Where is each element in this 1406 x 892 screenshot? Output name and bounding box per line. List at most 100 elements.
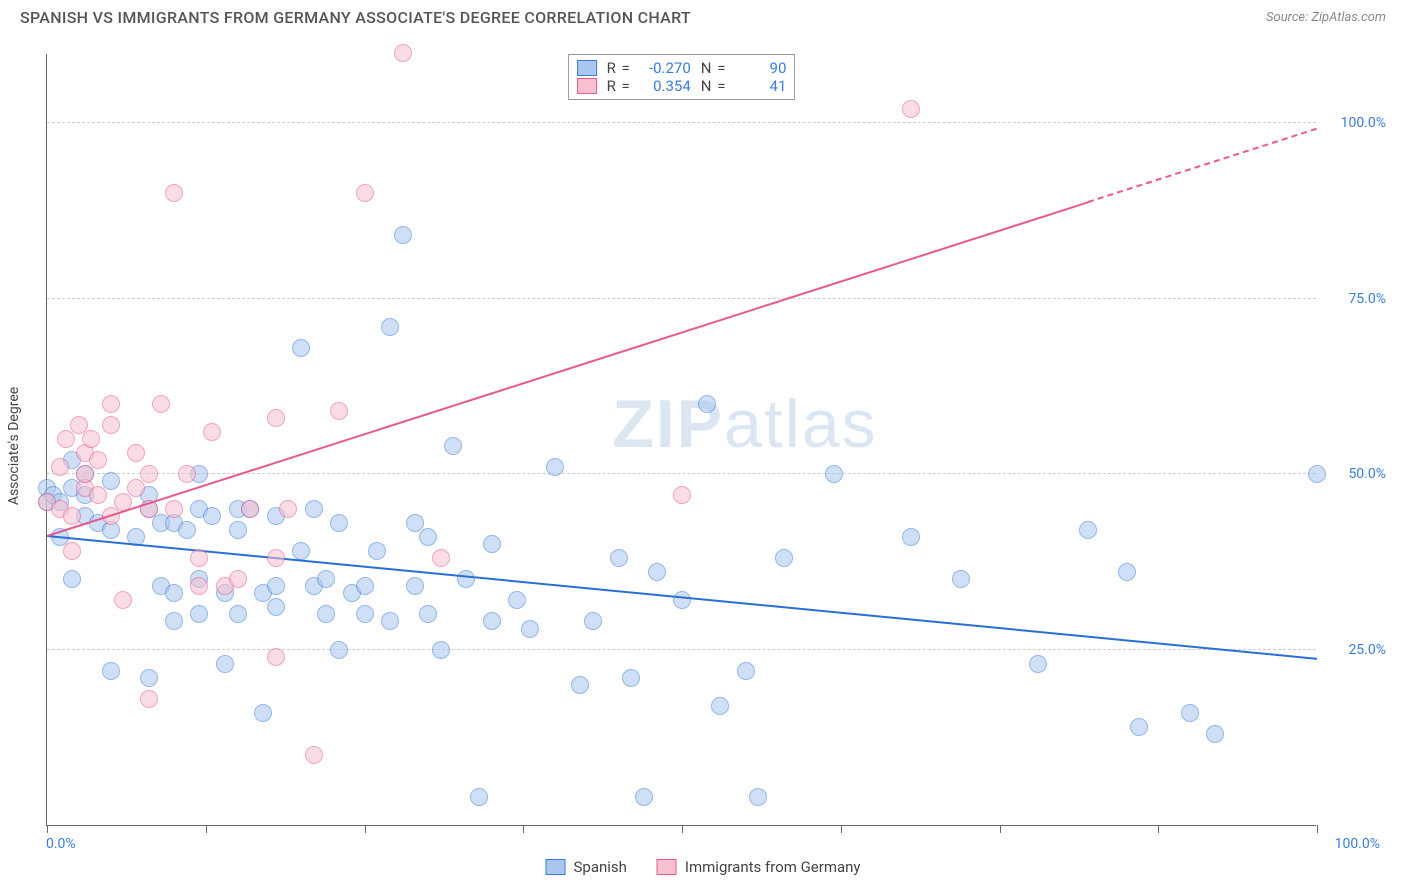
- data-point: [305, 746, 323, 764]
- n-value: 90: [736, 59, 786, 77]
- data-point: [483, 535, 501, 553]
- gridline: [47, 122, 1316, 123]
- data-point: [622, 669, 640, 687]
- data-point: [267, 577, 285, 595]
- data-point: [775, 549, 793, 567]
- chart-title: SPANISH VS IMMIGRANTS FROM GERMANY ASSOC…: [20, 8, 691, 27]
- data-point: [546, 458, 564, 476]
- x-axis-min-label: 0.0%: [46, 836, 76, 852]
- data-point: [1206, 725, 1224, 743]
- data-point: [165, 612, 183, 630]
- data-point: [381, 318, 399, 336]
- x-tick: [1317, 825, 1318, 833]
- data-point: [127, 444, 145, 462]
- data-point: [140, 669, 158, 687]
- data-point: [584, 612, 602, 630]
- data-point: [165, 500, 183, 518]
- data-point: [317, 605, 335, 623]
- data-point: [267, 598, 285, 616]
- series-legend: Spanish Immigrants from Germany: [545, 858, 860, 876]
- data-point: [457, 570, 475, 588]
- x-tick: [841, 825, 842, 833]
- x-tick: [682, 825, 683, 833]
- data-point: [673, 591, 691, 609]
- data-point: [356, 577, 374, 595]
- x-axis-max-label: 100.0%: [1335, 836, 1380, 852]
- data-point: [1118, 563, 1136, 581]
- data-point: [356, 605, 374, 623]
- data-point: [1079, 521, 1097, 539]
- data-point: [229, 570, 247, 588]
- data-point: [419, 528, 437, 546]
- correlation-stats-box: R =-0.270N =90R =0.354N =41: [568, 54, 796, 100]
- data-point: [952, 570, 970, 588]
- data-point: [571, 676, 589, 694]
- data-point: [394, 226, 412, 244]
- watermark: ZIPatlas: [612, 385, 877, 463]
- data-point: [635, 788, 653, 806]
- n-value: 41: [736, 77, 786, 95]
- stats-row: R =0.354N =41: [577, 77, 787, 95]
- data-point: [317, 570, 335, 588]
- data-point: [521, 620, 539, 638]
- r-value: 0.354: [641, 77, 691, 95]
- data-point: [432, 641, 450, 659]
- data-point: [63, 542, 81, 560]
- x-tick: [206, 825, 207, 833]
- r-label: R =: [607, 59, 631, 77]
- data-point: [292, 339, 310, 357]
- data-point: [216, 655, 234, 673]
- data-point: [241, 500, 259, 518]
- data-point: [406, 577, 424, 595]
- data-point: [102, 472, 120, 490]
- data-point: [140, 690, 158, 708]
- data-point: [63, 570, 81, 588]
- data-point: [267, 549, 285, 567]
- data-point: [483, 612, 501, 630]
- data-point: [470, 788, 488, 806]
- trend-line: [1088, 128, 1317, 203]
- data-point: [89, 451, 107, 469]
- data-point: [89, 486, 107, 504]
- legend-swatch: [577, 78, 597, 94]
- data-point: [229, 521, 247, 539]
- data-point: [229, 605, 247, 623]
- legend-swatch: [657, 859, 677, 875]
- r-label: R =: [607, 77, 631, 95]
- data-point: [1308, 465, 1326, 483]
- data-point: [1029, 655, 1047, 673]
- data-point: [825, 465, 843, 483]
- data-point: [749, 788, 767, 806]
- data-point: [76, 465, 94, 483]
- data-point: [394, 44, 412, 62]
- legend-label: Spanish: [573, 858, 626, 876]
- legend-item: Immigrants from Germany: [657, 858, 861, 876]
- data-point: [508, 591, 526, 609]
- y-tick-label: 25.0%: [1326, 642, 1386, 658]
- data-point: [648, 563, 666, 581]
- data-point: [737, 662, 755, 680]
- x-tick: [1000, 825, 1001, 833]
- data-point: [432, 549, 450, 567]
- data-point: [203, 507, 221, 525]
- data-point: [51, 458, 69, 476]
- data-point: [330, 641, 348, 659]
- data-point: [419, 605, 437, 623]
- data-point: [102, 416, 120, 434]
- data-point: [178, 521, 196, 539]
- data-point: [63, 507, 81, 525]
- data-point: [368, 542, 386, 560]
- x-tick: [365, 825, 366, 833]
- data-point: [330, 514, 348, 532]
- legend-item: Spanish: [545, 858, 626, 876]
- x-tick: [523, 825, 524, 833]
- data-point: [381, 612, 399, 630]
- data-point: [102, 395, 120, 413]
- data-point: [444, 437, 462, 455]
- data-point: [190, 549, 208, 567]
- data-point: [292, 542, 310, 560]
- data-point: [267, 409, 285, 427]
- data-point: [330, 402, 348, 420]
- scatter-chart: ZIPatlas R =-0.270N =90R =0.354N =41 25.…: [46, 54, 1316, 826]
- y-tick-label: 100.0%: [1326, 115, 1386, 131]
